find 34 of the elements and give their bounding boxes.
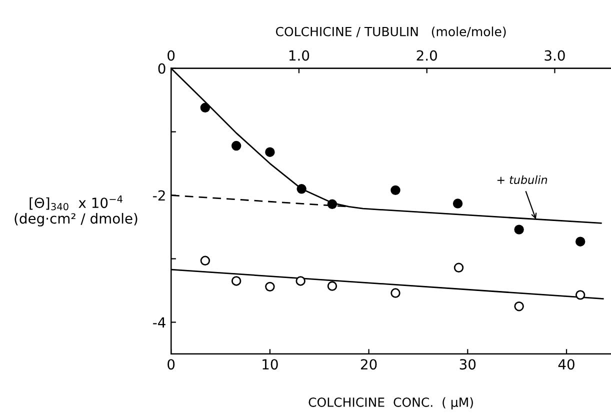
x-tick-label: 30 [460, 359, 476, 370]
point [454, 262, 464, 272]
x2-axis-title: COLCHICINE / TUBULIN (mole/mole) [276, 26, 506, 38]
point [231, 140, 242, 151]
point [265, 147, 275, 157]
y-axis-title: [Θ]$_{340}$ x 10$^{−4}$ (deg·cm² / dmole) [14, 195, 138, 226]
x-tick-label: 20 [360, 359, 377, 370]
x2-tick-label: 0 [168, 50, 175, 61]
point [265, 282, 275, 292]
x-tick-label: 10 [262, 359, 278, 370]
point [514, 224, 524, 234]
point [327, 199, 338, 210]
point [390, 185, 400, 196]
point [231, 276, 242, 286]
point [327, 281, 338, 291]
x2-tick-label: 1.0 [289, 50, 310, 61]
point [575, 290, 586, 300]
point [514, 302, 524, 312]
x-tick-label: 0 [168, 359, 175, 370]
x2-tick-label: 2.0 [416, 50, 437, 61]
point [452, 198, 463, 208]
point [200, 256, 210, 266]
point [200, 102, 210, 113]
point [296, 276, 306, 286]
x-axis-title: COLCHICINE CONC. ( μM) [308, 397, 473, 410]
y-tick-label: -4 [153, 317, 166, 328]
x-tick-label: 40 [558, 359, 574, 370]
point [390, 288, 400, 298]
y-tick-label: -2 [153, 190, 165, 201]
point [575, 236, 586, 246]
y-tick-label: 0 [158, 63, 166, 74]
point [296, 184, 306, 194]
x2-tick-label: 3.0 [544, 50, 565, 61]
annotation: + tubulin [497, 175, 548, 184]
